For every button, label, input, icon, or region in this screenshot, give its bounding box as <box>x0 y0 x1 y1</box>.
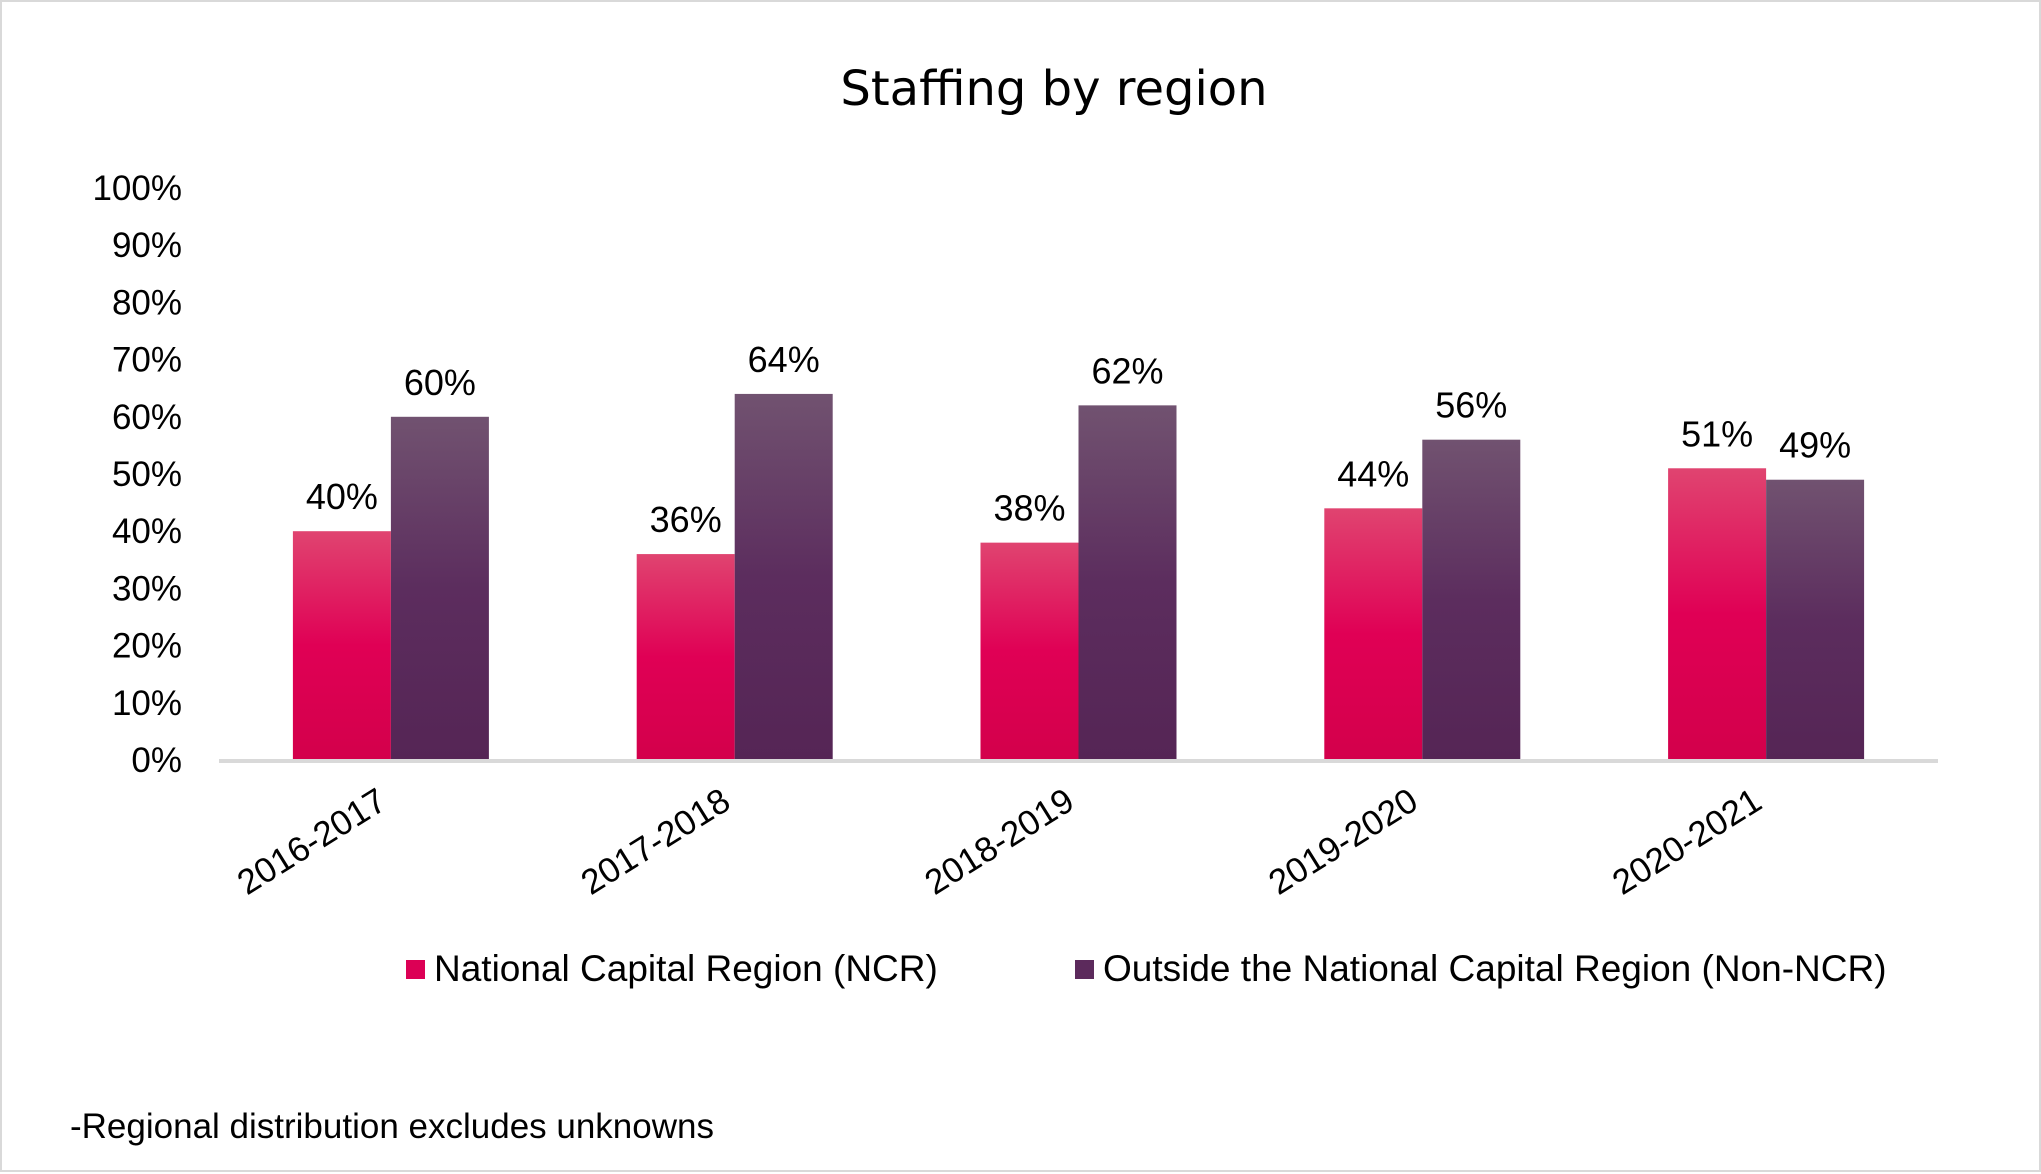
legend-swatch-ncr <box>406 960 425 979</box>
x-tick-label: 2017-2018 <box>574 781 737 903</box>
data-label: 62% <box>1091 350 1163 391</box>
data-label: 49% <box>1779 425 1851 466</box>
bar-ncr <box>1324 508 1423 760</box>
y-tick-label: 30% <box>112 569 182 608</box>
legend-label-non-ncr: Outside the National Capital Region (Non… <box>1103 948 1887 989</box>
data-label: 60% <box>404 362 476 403</box>
x-tick-label: 2016-2017 <box>231 781 394 903</box>
y-tick-label: 60% <box>112 398 182 437</box>
bar-ncr <box>980 542 1079 760</box>
footnote: -Regional distribution excludes unknowns <box>70 1107 714 1146</box>
bar-ncr <box>636 554 735 760</box>
y-tick-label: 40% <box>112 512 182 551</box>
chart-title: Staffing by region <box>840 61 1267 117</box>
bar-ncr <box>1668 468 1767 760</box>
legend-label-ncr: National Capital Region (NCR) <box>434 948 938 989</box>
y-tick-label: 80% <box>112 283 182 322</box>
bar-non-ncr <box>1078 405 1177 760</box>
y-tick-label: 50% <box>112 455 182 494</box>
y-tick-label: 0% <box>131 741 182 780</box>
x-tick-label: 2019-2020 <box>1262 781 1425 903</box>
data-label: 36% <box>650 499 722 540</box>
x-tick-label: 2018-2019 <box>918 781 1081 903</box>
y-tick-label: 100% <box>92 169 182 208</box>
data-label: 38% <box>993 488 1065 529</box>
bar-non-ncr <box>734 393 833 760</box>
bar-ncr <box>292 531 391 760</box>
legend: National Capital Region (NCR) Outside th… <box>406 948 1887 989</box>
legend-swatch-non-ncr <box>1075 960 1094 979</box>
data-label: 64% <box>748 339 820 380</box>
x-tick-label: 2020-2021 <box>1606 781 1769 903</box>
data-label: 40% <box>306 476 378 517</box>
data-label: 44% <box>1337 453 1409 494</box>
data-label: 56% <box>1435 385 1507 426</box>
y-tick-label: 90% <box>112 226 182 265</box>
bar-non-ncr <box>390 416 489 760</box>
data-label: 51% <box>1681 413 1753 454</box>
y-tick-label: 20% <box>112 627 182 666</box>
bar-non-ncr <box>1766 479 1865 760</box>
y-tick-label: 10% <box>112 684 182 723</box>
bar-non-ncr <box>1422 439 1521 760</box>
y-tick-label: 70% <box>112 341 182 380</box>
